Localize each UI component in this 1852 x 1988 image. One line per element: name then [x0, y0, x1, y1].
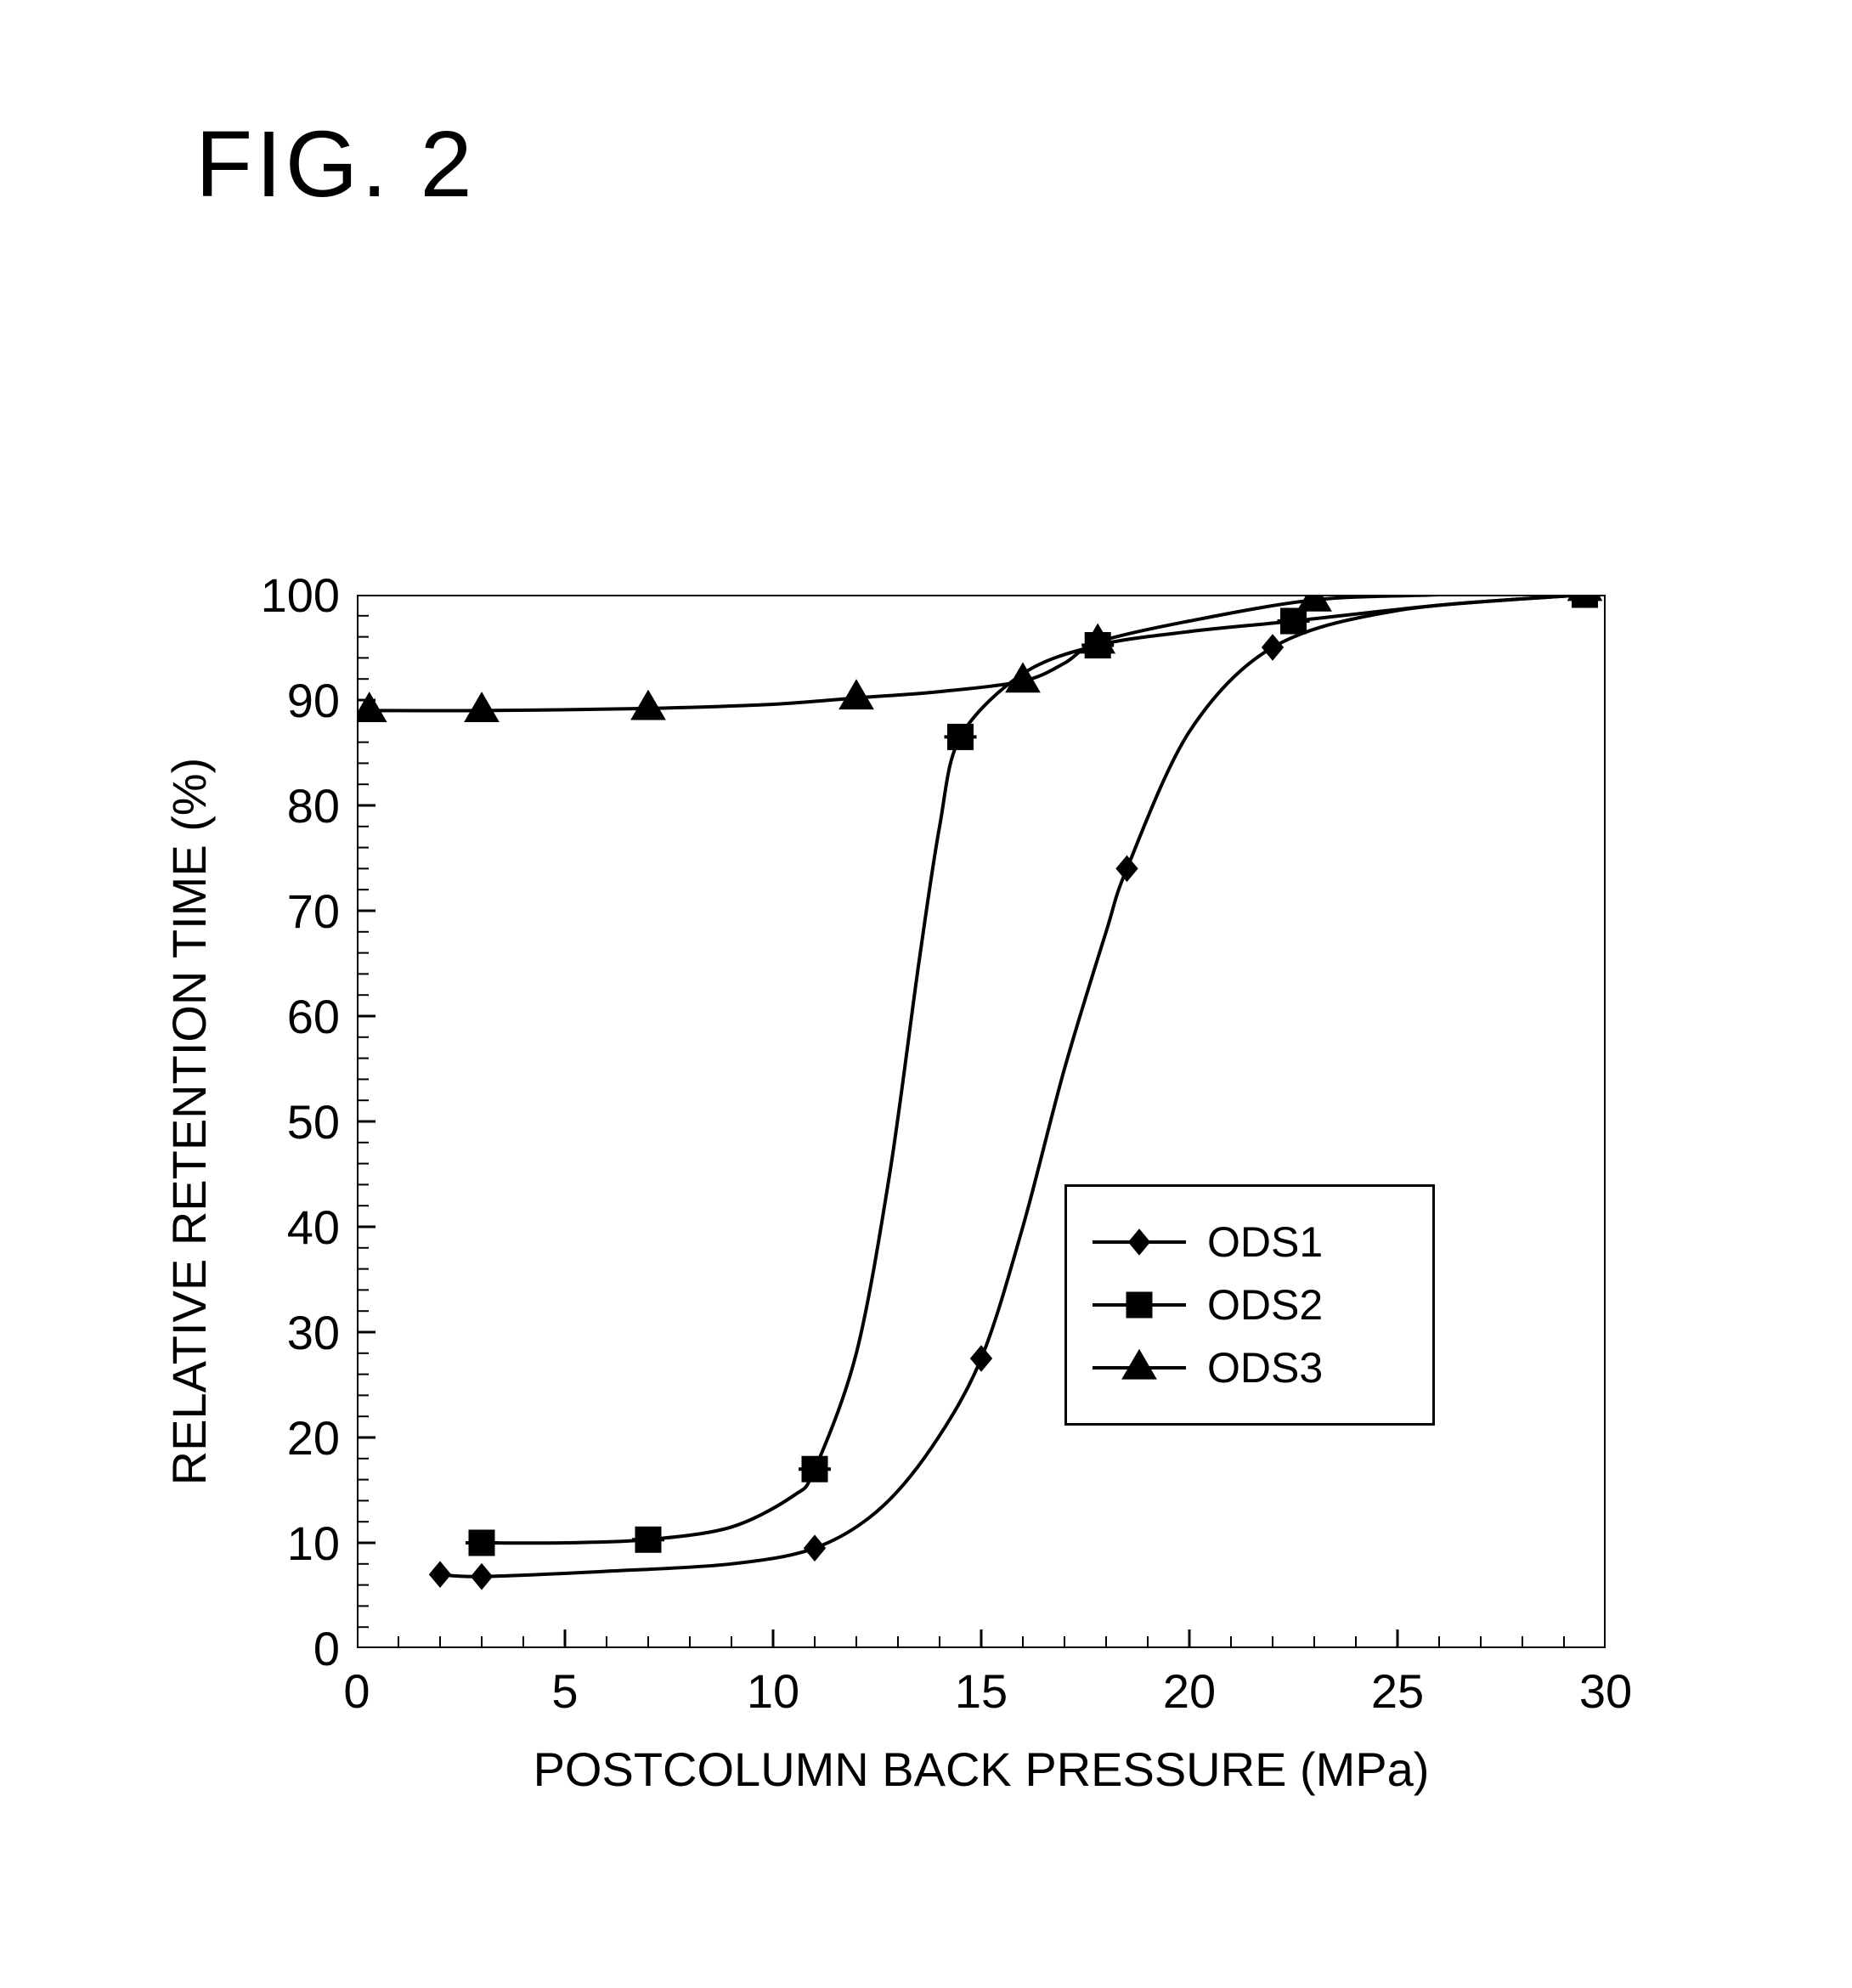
y-tick-label: 90	[221, 673, 340, 728]
legend-item-ODS3: ODS3	[1093, 1343, 1407, 1392]
x-tick-label: 15	[939, 1663, 1024, 1719]
legend-item-ODS2: ODS2	[1093, 1280, 1407, 1330]
legend-label: ODS2	[1207, 1280, 1323, 1330]
y-tick-label: 60	[221, 989, 340, 1044]
y-tick-label: 20	[221, 1410, 340, 1466]
legend-line-icon	[1093, 1303, 1186, 1307]
x-tick-label: 5	[522, 1663, 607, 1719]
legend-line-icon	[1093, 1240, 1186, 1244]
x-tick-label: 10	[731, 1663, 816, 1719]
y-tick-label: 80	[221, 778, 340, 833]
x-axis-label: POSTCOLUMN BACK PRESSURE (MPa)	[357, 1742, 1606, 1797]
chart-area: RELATIVE RETENTION TIME (%) POSTCOLUMN B…	[357, 595, 1606, 1648]
y-tick-label: 70	[221, 884, 340, 939]
y-tick-label: 10	[221, 1516, 340, 1571]
legend-label: ODS1	[1207, 1217, 1323, 1267]
x-tick-label: 30	[1563, 1663, 1648, 1719]
y-tick-label: 0	[221, 1621, 340, 1676]
chart-svg	[357, 595, 1606, 1648]
legend: ODS1 ODS2 ODS3	[1064, 1184, 1435, 1426]
legend-line-icon	[1093, 1366, 1186, 1370]
y-tick-label: 100	[221, 568, 340, 623]
y-tick-label: 50	[221, 1094, 340, 1149]
x-tick-label: 20	[1147, 1663, 1232, 1719]
y-axis-label: RELATIVE RETENTION TIME (%)	[161, 595, 217, 1648]
legend-label: ODS3	[1207, 1343, 1323, 1392]
figure-label: FIG. 2	[195, 110, 476, 218]
y-tick-label: 40	[221, 1200, 340, 1255]
page: FIG. 2 RELATIVE RETENTION TIME (%) POSTC…	[0, 0, 1852, 1988]
y-tick-label: 30	[221, 1305, 340, 1360]
legend-item-ODS1: ODS1	[1093, 1217, 1407, 1267]
x-tick-label: 25	[1355, 1663, 1440, 1719]
